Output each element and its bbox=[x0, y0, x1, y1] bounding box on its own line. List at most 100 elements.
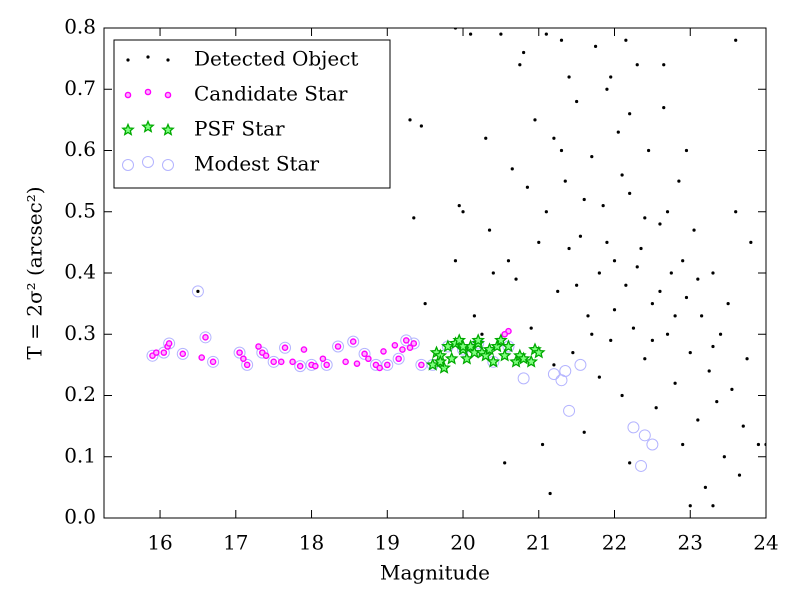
point bbox=[518, 63, 522, 67]
point bbox=[643, 216, 647, 220]
point bbox=[544, 32, 548, 36]
point bbox=[522, 50, 526, 55]
point bbox=[202, 334, 209, 341]
point bbox=[457, 204, 461, 208]
point bbox=[209, 358, 217, 366]
point bbox=[590, 332, 594, 336]
x-tick-label: 17 bbox=[223, 531, 248, 555]
point bbox=[391, 341, 399, 349]
point bbox=[597, 271, 601, 275]
point bbox=[499, 32, 503, 36]
point bbox=[281, 344, 289, 352]
point bbox=[575, 283, 579, 287]
legend-marker bbox=[126, 58, 130, 62]
legend-marker bbox=[164, 91, 172, 99]
point bbox=[241, 358, 254, 371]
point bbox=[601, 204, 605, 208]
point bbox=[556, 289, 560, 293]
y-tick-label: 0.2 bbox=[64, 382, 96, 406]
legend-marker bbox=[161, 122, 175, 136]
point bbox=[207, 355, 220, 368]
point bbox=[658, 289, 662, 293]
point bbox=[256, 346, 269, 359]
point bbox=[529, 326, 533, 330]
point bbox=[506, 259, 511, 263]
point bbox=[361, 350, 368, 358]
point bbox=[199, 331, 212, 344]
point bbox=[722, 455, 726, 459]
point bbox=[152, 349, 160, 356]
point bbox=[669, 271, 673, 275]
point bbox=[582, 430, 586, 434]
point bbox=[332, 340, 345, 353]
legend-marker bbox=[124, 91, 132, 99]
point bbox=[620, 173, 624, 177]
legend-marker bbox=[141, 119, 155, 133]
point bbox=[628, 191, 632, 195]
point bbox=[289, 358, 296, 366]
point bbox=[334, 343, 342, 350]
point bbox=[380, 348, 387, 355]
point bbox=[643, 357, 647, 361]
point bbox=[453, 259, 458, 263]
point bbox=[480, 332, 484, 336]
y-tick-label: 0.5 bbox=[64, 198, 96, 222]
point bbox=[552, 136, 556, 140]
point bbox=[441, 339, 455, 353]
legend-marker bbox=[122, 159, 134, 171]
point bbox=[494, 333, 508, 347]
point bbox=[402, 337, 410, 344]
point bbox=[711, 344, 715, 349]
point bbox=[567, 75, 571, 79]
legend-marker bbox=[166, 58, 170, 62]
point bbox=[707, 369, 711, 373]
point bbox=[482, 342, 497, 356]
x-tick-label: 19 bbox=[375, 531, 400, 555]
point bbox=[407, 337, 420, 350]
point bbox=[418, 361, 425, 369]
y-axis-label: T = 2σ² (arcsec²) bbox=[23, 186, 47, 359]
point bbox=[501, 339, 516, 353]
point bbox=[347, 335, 360, 348]
legend-label: Candidate Star bbox=[194, 82, 348, 106]
point bbox=[696, 277, 700, 281]
point bbox=[741, 424, 745, 428]
point bbox=[399, 346, 406, 353]
point bbox=[567, 246, 571, 251]
point bbox=[665, 210, 670, 214]
point bbox=[376, 364, 384, 372]
point bbox=[312, 362, 319, 370]
point bbox=[715, 400, 719, 404]
point bbox=[635, 265, 639, 269]
point bbox=[176, 347, 189, 360]
point bbox=[612, 259, 617, 263]
y-tick-label: 0.6 bbox=[64, 137, 96, 161]
point bbox=[472, 314, 476, 318]
point bbox=[616, 130, 620, 134]
point bbox=[688, 504, 692, 508]
point bbox=[574, 358, 587, 371]
legend-marker bbox=[146, 55, 150, 59]
x-axis-label: Magnitude bbox=[380, 561, 490, 585]
point bbox=[609, 75, 613, 79]
x-tick-label: 18 bbox=[299, 531, 324, 555]
point bbox=[486, 354, 501, 368]
point bbox=[620, 393, 624, 398]
point bbox=[605, 87, 609, 91]
point bbox=[531, 345, 546, 359]
point bbox=[646, 148, 651, 153]
y-tick-label: 0.4 bbox=[64, 260, 96, 284]
point bbox=[692, 228, 696, 232]
point bbox=[395, 355, 402, 363]
point bbox=[563, 404, 576, 417]
point bbox=[255, 343, 262, 350]
point bbox=[320, 358, 333, 371]
point bbox=[635, 63, 639, 67]
point bbox=[198, 354, 206, 361]
legend-box bbox=[113, 39, 391, 189]
point bbox=[665, 332, 670, 336]
point bbox=[593, 44, 598, 48]
point bbox=[270, 358, 277, 366]
point bbox=[646, 438, 659, 451]
x-tick-label: 22 bbox=[602, 531, 627, 555]
